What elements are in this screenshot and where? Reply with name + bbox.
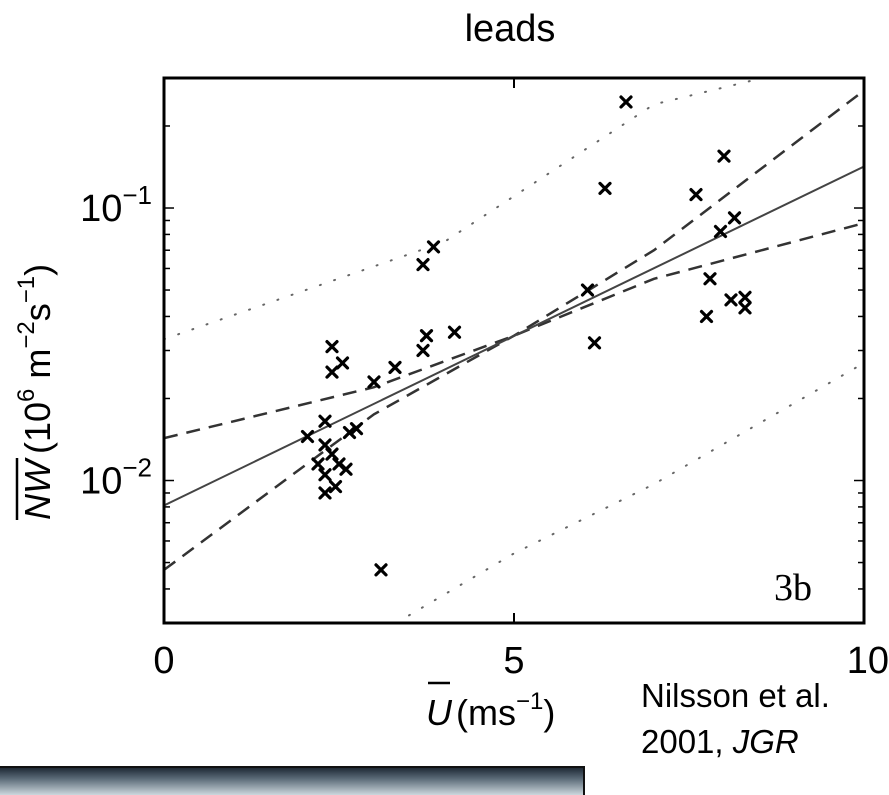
- data-point: [300, 429, 315, 444]
- data-point: [325, 447, 339, 461]
- data-point: [342, 425, 357, 440]
- data-point: [598, 181, 612, 196]
- data-point: [325, 340, 339, 354]
- fit-line: [164, 165, 864, 507]
- panel-label: 3b: [774, 567, 812, 609]
- data-point: [699, 309, 714, 324]
- x-axis-label: U (ms−1): [426, 688, 555, 733]
- data-point: [335, 356, 350, 370]
- x-axis-ticks: 0 5 10: [153, 78, 889, 682]
- citation-source: 2001, JGR: [641, 719, 830, 765]
- plot-frame: [162, 76, 866, 625]
- data-point: [339, 462, 353, 476]
- data-point: [367, 375, 381, 389]
- data-point: [447, 325, 462, 339]
- citation-journal: JGR: [732, 723, 799, 760]
- data-point: [580, 283, 595, 297]
- data-point: [416, 257, 430, 272]
- data-point: [374, 563, 388, 577]
- data-point: [349, 422, 364, 436]
- data-point: [703, 272, 717, 286]
- data-point: [738, 290, 752, 304]
- prediction-band-1: [164, 78, 767, 341]
- data-point: [311, 457, 325, 471]
- y-axis-ticks: 10−2 10−1: [80, 125, 864, 624]
- y-tick-label: 10−2: [80, 453, 152, 503]
- x-tick-label: 0: [153, 640, 174, 682]
- data-point: [416, 343, 430, 358]
- regression-bands: [164, 78, 864, 617]
- data-point: [328, 479, 343, 494]
- data-points: [300, 95, 752, 577]
- svg-text:NW(106 m−2s−1): NW(106 m−2s−1): [13, 264, 58, 520]
- confidence-band-2: [164, 89, 864, 571]
- data-point: [587, 336, 602, 350]
- data-point: [318, 414, 332, 428]
- data-point: [738, 301, 752, 315]
- data-point: [724, 293, 738, 307]
- data-point: [325, 365, 339, 379]
- data-point: [619, 95, 633, 109]
- x-tick-label: 10: [847, 640, 889, 682]
- data-point: [689, 188, 703, 202]
- data-point: [727, 211, 742, 225]
- confidence-band-1: [164, 221, 864, 440]
- citation-authors: Nilsson et al.: [641, 677, 830, 714]
- data-point: [388, 360, 402, 375]
- data-point: [318, 468, 332, 482]
- citation-year: 2001,: [641, 723, 724, 760]
- chart-title: leads: [465, 8, 556, 50]
- embedded-image-strip: [0, 766, 585, 795]
- prediction-band-2: [408, 362, 864, 617]
- data-point: [419, 329, 434, 343]
- data-point: [426, 240, 441, 254]
- data-point: [318, 486, 332, 500]
- y-tick-label: 10−1: [80, 180, 152, 230]
- data-point: [717, 149, 731, 163]
- y-axis-label: NW(106 m−2s−1): [13, 264, 58, 520]
- x-tick-label: 5: [503, 640, 524, 682]
- citation: Nilsson et al. 2001, JGR: [641, 673, 830, 765]
- data-point: [713, 224, 728, 239]
